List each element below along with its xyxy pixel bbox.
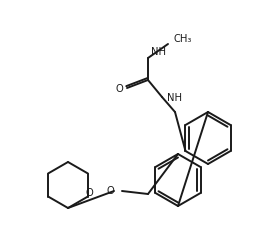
Text: CH₃: CH₃ bbox=[174, 34, 192, 44]
Text: O: O bbox=[85, 189, 93, 198]
Text: NH: NH bbox=[151, 47, 166, 57]
Text: NH: NH bbox=[167, 93, 182, 103]
Text: O: O bbox=[106, 186, 114, 196]
Text: O: O bbox=[115, 84, 123, 94]
